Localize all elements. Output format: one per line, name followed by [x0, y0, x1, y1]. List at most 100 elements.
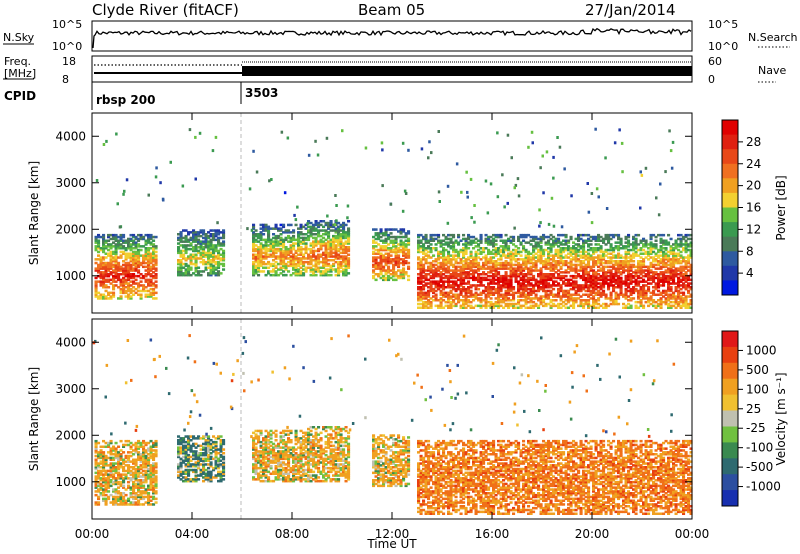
echo-cell: [99, 274, 103, 278]
echo-cell: [372, 271, 376, 274]
echo-cell: [602, 258, 606, 261]
echo-cell: [632, 289, 636, 293]
echo-cell: [564, 306, 568, 309]
echo-cell: [314, 264, 318, 268]
echo-cell: [442, 273, 446, 276]
echo-cell: [119, 273, 123, 276]
echo-cell: [282, 257, 286, 260]
echo-cell: [152, 276, 156, 280]
echo-cell: [427, 239, 431, 242]
nsky-tick-low: 10^0: [52, 40, 82, 53]
echo-cell: [209, 251, 213, 255]
echo-cell: [587, 299, 591, 302]
echo-cell: [147, 293, 151, 296]
echo-cell: [607, 239, 611, 242]
echo-cell: [467, 282, 471, 285]
echo-cell: [97, 271, 101, 274]
echo-cell: [109, 252, 113, 255]
echo-cell: [472, 261, 476, 265]
echo-cell: [479, 306, 483, 309]
echo-cell: [667, 250, 671, 254]
echo-cell: [467, 235, 471, 239]
echo-cell: [112, 256, 116, 259]
echo-cell: [259, 249, 263, 253]
echo-cell: [627, 252, 631, 255]
echo-cell: [577, 254, 581, 257]
echo-cell: [97, 254, 101, 257]
echo-cell: [182, 266, 186, 269]
echo-cell: [639, 295, 643, 298]
echo-cell: [534, 263, 538, 267]
echo-cell: [322, 273, 326, 277]
echo-cell: [662, 276, 666, 280]
echo-cell: [119, 297, 123, 300]
echo-cell: [182, 257, 186, 260]
echo-cell: [584, 282, 588, 285]
echo-cell: [347, 233, 351, 236]
echo-cell: [642, 280, 646, 283]
echo-cell: [427, 286, 431, 289]
echo-cell: [272, 273, 276, 277]
echo-cell: [494, 247, 498, 250]
echo-cell: [457, 261, 461, 265]
echo-cell: [657, 304, 661, 308]
echo-cell: [269, 264, 273, 268]
echo-cell: [112, 286, 116, 289]
echo-cell: [539, 276, 543, 280]
echo-cell: [144, 269, 148, 272]
echo-cell: [482, 278, 486, 282]
echo-cell: [604, 282, 608, 285]
echo-cell: [187, 231, 191, 234]
echo-cell: [254, 264, 258, 268]
echo-cell: [132, 282, 136, 285]
echo-cell: [347, 229, 351, 232]
echo-cell: [444, 295, 448, 298]
echo-cell: [287, 236, 291, 240]
echo-cell: [584, 280, 588, 283]
echo-cell: [134, 282, 138, 285]
echo-cell: [334, 227, 338, 230]
echo-cell: [684, 241, 688, 244]
echo-cell: [419, 245, 423, 248]
echo-cell: [312, 240, 316, 243]
echo-cell: [469, 304, 473, 308]
echo-cell: [102, 295, 106, 298]
echo-cell: [99, 265, 103, 269]
echo-cell: [99, 267, 103, 270]
echo-cell: [279, 242, 283, 245]
echo-cell: [144, 239, 148, 242]
echo-cell: [102, 239, 106, 242]
echo-cell: [454, 274, 458, 278]
echo-cell: [304, 260, 308, 264]
echo-cell: [149, 273, 153, 276]
echo-cell: [567, 241, 571, 244]
echo-cell: [544, 248, 548, 252]
echo-cell: [107, 273, 111, 276]
echo-cell: [642, 243, 646, 246]
echo-cell: [584, 269, 588, 272]
echo-cell: [199, 229, 203, 232]
echo-cell: [624, 280, 628, 283]
echo-cell: [419, 291, 423, 295]
echo-cell: [117, 276, 121, 280]
echo-cell: [94, 439, 98, 443]
echo-cell: [447, 260, 451, 263]
echo-cell: [179, 260, 183, 264]
echo-cell: [94, 286, 98, 289]
echo-cell: [527, 278, 531, 282]
echo-cell: [539, 299, 543, 302]
echo-cell: [637, 297, 641, 300]
echo-cell: [664, 258, 668, 261]
echo-cell: [552, 245, 556, 248]
echo-cell: [677, 243, 681, 246]
echo-cell: [589, 304, 593, 308]
echo-cell: [514, 258, 518, 261]
echo-cell: [302, 238, 306, 242]
echo-cell: [104, 493, 108, 497]
echo-cell: [189, 255, 193, 258]
echo-cell: [404, 239, 408, 242]
echo-cell: [627, 306, 631, 309]
echo-cell: [642, 304, 646, 308]
echo-cell: [597, 306, 601, 309]
echo-cell: [97, 250, 101, 254]
